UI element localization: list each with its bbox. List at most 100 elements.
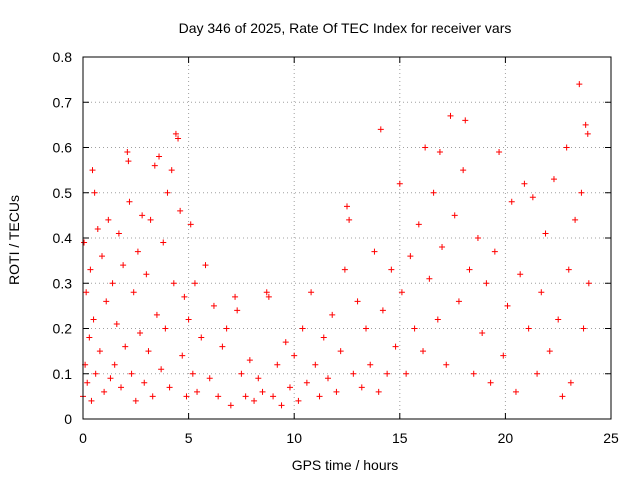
data-point	[126, 198, 133, 205]
data-point	[187, 221, 194, 228]
data-point	[466, 266, 473, 273]
data-point	[479, 330, 486, 337]
data-point	[420, 348, 427, 355]
data-point	[175, 135, 182, 142]
y-tick-label: 0.2	[53, 321, 73, 337]
data-point	[179, 352, 186, 359]
data-point	[443, 361, 450, 368]
data-point	[170, 280, 177, 287]
data-point	[299, 325, 306, 332]
data-point	[166, 384, 173, 391]
data-point	[496, 149, 503, 156]
data-point	[371, 248, 378, 255]
data-point	[439, 244, 446, 251]
y-tick-label: 0	[64, 411, 72, 427]
data-point	[286, 384, 293, 391]
data-point	[422, 144, 429, 151]
data-point	[113, 320, 120, 327]
data-point	[350, 370, 357, 377]
data-point	[158, 366, 165, 373]
data-point	[103, 298, 110, 305]
data-point	[282, 339, 289, 346]
y-tick-label: 0.7	[53, 94, 73, 110]
data-point	[101, 388, 108, 395]
chart-title: Day 346 of 2025, Rate Of TEC Index for r…	[179, 20, 512, 36]
data-point	[198, 334, 205, 341]
data-point	[223, 325, 230, 332]
data-point	[265, 293, 272, 300]
data-point	[115, 230, 122, 237]
data-point	[255, 375, 262, 382]
data-point	[576, 81, 583, 88]
data-point	[434, 316, 441, 323]
data-point	[462, 117, 469, 124]
data-point	[538, 289, 545, 296]
data-point	[137, 330, 144, 337]
data-point	[210, 302, 217, 309]
data-point	[585, 280, 592, 287]
data-point	[430, 189, 437, 196]
data-point	[324, 375, 331, 382]
data-point	[565, 266, 572, 273]
data-point	[358, 384, 365, 391]
y-tick-label: 0.5	[53, 185, 73, 201]
data-point	[278, 402, 285, 409]
data-point	[202, 262, 209, 269]
data-point	[219, 343, 226, 350]
data-point	[89, 167, 96, 174]
data-point	[242, 393, 249, 400]
data-point	[363, 325, 370, 332]
data-point	[337, 348, 344, 355]
x-tick-label: 25	[603, 430, 619, 446]
data-point	[90, 316, 97, 323]
data-point	[177, 207, 184, 214]
data-point	[559, 393, 566, 400]
data-point	[346, 216, 353, 223]
data-point	[111, 361, 118, 368]
data-point	[270, 393, 277, 400]
data-point	[555, 316, 562, 323]
data-point	[125, 158, 132, 165]
data-point	[234, 307, 241, 314]
data-point	[517, 271, 524, 278]
data-point	[94, 225, 101, 232]
data-point	[329, 311, 336, 318]
data-point	[189, 370, 196, 377]
data-point	[525, 325, 532, 332]
x-tick-label: 10	[286, 430, 302, 446]
data-point	[580, 325, 587, 332]
data-points	[80, 81, 592, 409]
data-point	[407, 253, 414, 260]
x-tick-labels: 0 5 10 15 20 25	[79, 430, 619, 446]
data-point	[534, 370, 541, 377]
data-point	[134, 248, 141, 255]
data-point	[344, 203, 350, 210]
data-point	[567, 379, 574, 386]
data-point	[160, 239, 167, 246]
data-point	[483, 280, 490, 287]
data-point	[91, 189, 98, 196]
data-point	[84, 379, 91, 386]
data-point	[227, 402, 234, 409]
data-point	[354, 298, 361, 305]
data-point	[105, 216, 112, 223]
data-point	[246, 357, 253, 364]
data-point	[92, 370, 99, 377]
y-tick-label: 0.1	[53, 366, 73, 382]
data-point	[474, 235, 481, 241]
data-point	[508, 198, 515, 205]
y-axis-label: ROTI / TECUs	[6, 195, 22, 285]
data-point	[320, 334, 327, 341]
data-point	[238, 370, 245, 377]
data-point	[550, 176, 557, 183]
data-point	[130, 289, 137, 296]
data-point	[83, 289, 90, 296]
data-point	[206, 375, 213, 382]
data-point	[500, 352, 507, 359]
data-point	[86, 334, 93, 341]
data-point	[151, 162, 158, 169]
data-point	[529, 194, 536, 201]
data-point	[87, 266, 94, 273]
data-point	[521, 180, 528, 187]
